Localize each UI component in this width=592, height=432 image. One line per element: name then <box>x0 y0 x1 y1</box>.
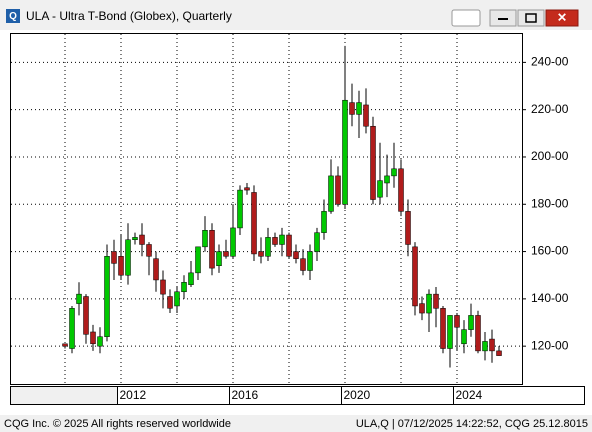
candle-body <box>230 227 236 257</box>
candle-body <box>496 350 502 356</box>
candle-body <box>69 308 75 349</box>
footer-right: ULA,Q | 07/12/2025 14:22:52, CQG 25.12.8… <box>356 418 588 430</box>
candle-body <box>251 192 257 255</box>
app-icon <box>6 9 20 23</box>
candle-body <box>440 308 446 349</box>
candle-body <box>244 187 250 191</box>
close-button[interactable] <box>545 9 579 27</box>
candle-body <box>167 296 173 309</box>
candle-body <box>482 341 488 352</box>
candle-body <box>342 99 348 205</box>
candle-body <box>405 211 411 245</box>
candle-body <box>265 237 271 257</box>
candle-body <box>363 104 369 127</box>
candle-body <box>146 244 152 257</box>
window-title: ULA - Ultra T-Bond (Globex), Quarterly <box>26 9 232 23</box>
candle-body <box>279 234 285 245</box>
candle-body <box>398 168 404 212</box>
x-tick-label: 2020 <box>344 388 371 402</box>
candle-body <box>132 237 138 240</box>
footer-left: CQG Inc. © 2025 All rights reserved worl… <box>4 418 231 430</box>
candle-body <box>447 315 453 349</box>
candle-body <box>286 234 292 257</box>
candle-body <box>468 315 474 330</box>
candle-body <box>272 237 278 245</box>
x-tick-label: 2016 <box>232 388 259 402</box>
x-tick-label: 2012 <box>120 388 147 402</box>
candle-body <box>412 246 418 307</box>
candle-body <box>209 230 215 269</box>
candle-body <box>104 256 110 337</box>
candle-body <box>160 279 166 295</box>
candle-body <box>419 303 425 314</box>
candle-body <box>335 175 341 205</box>
y-tick-label: 140-00 <box>531 291 569 305</box>
candle-body <box>356 102 362 115</box>
plot-area <box>10 33 523 385</box>
candle-body <box>216 251 222 267</box>
candle-body <box>111 251 117 264</box>
candle-body <box>293 251 299 259</box>
x-axis-scroll <box>11 387 118 404</box>
link-button[interactable] <box>451 9 481 27</box>
candle-body <box>377 180 383 198</box>
x-axis-strip <box>10 386 585 405</box>
close-glyph: ✕ <box>557 11 567 25</box>
candle-body <box>489 338 495 352</box>
candle-body <box>195 246 201 274</box>
candle-body <box>223 251 229 257</box>
candle-body <box>139 234 145 245</box>
candle-body <box>307 251 313 271</box>
candle-body <box>181 282 187 293</box>
candle-body <box>174 291 180 307</box>
candle-body <box>188 272 194 285</box>
candle-body <box>118 256 124 276</box>
candle-body <box>153 258 159 281</box>
candle-body <box>321 211 327 233</box>
candle-body <box>461 329 467 345</box>
candle-body <box>125 239 131 276</box>
app-icon-glyph: Q <box>9 11 17 22</box>
maximize-button[interactable] <box>517 9 545 27</box>
y-tick-label: 160-00 <box>531 244 569 258</box>
candle-body <box>83 296 89 335</box>
candle-body <box>328 175 334 212</box>
candle-body <box>370 125 376 200</box>
y-tick-label: 240-00 <box>531 55 569 69</box>
candle-body <box>349 102 355 115</box>
candle-body <box>90 331 96 345</box>
candle-body <box>454 315 460 328</box>
candle-body <box>237 189 243 229</box>
candle-body <box>202 230 208 248</box>
candle-body <box>314 232 320 252</box>
candle-body <box>475 315 481 352</box>
maximize-glyph <box>525 13 537 23</box>
candle-body <box>384 175 390 184</box>
candle-body <box>433 293 439 309</box>
candle-body <box>76 293 82 304</box>
y-tick-label: 120-00 <box>531 338 569 352</box>
candle-body <box>300 258 306 271</box>
x-tick-label: 2024 <box>456 388 483 402</box>
status-bar <box>0 415 592 432</box>
candle-body <box>62 343 68 347</box>
candle-body <box>97 336 103 347</box>
y-tick-label: 200-00 <box>531 149 569 163</box>
y-tick-label: 180-00 <box>531 196 569 210</box>
candle-body <box>426 293 432 314</box>
candle-body <box>391 168 397 177</box>
y-tick-label: 220-00 <box>531 102 569 116</box>
candle-body <box>258 251 264 257</box>
